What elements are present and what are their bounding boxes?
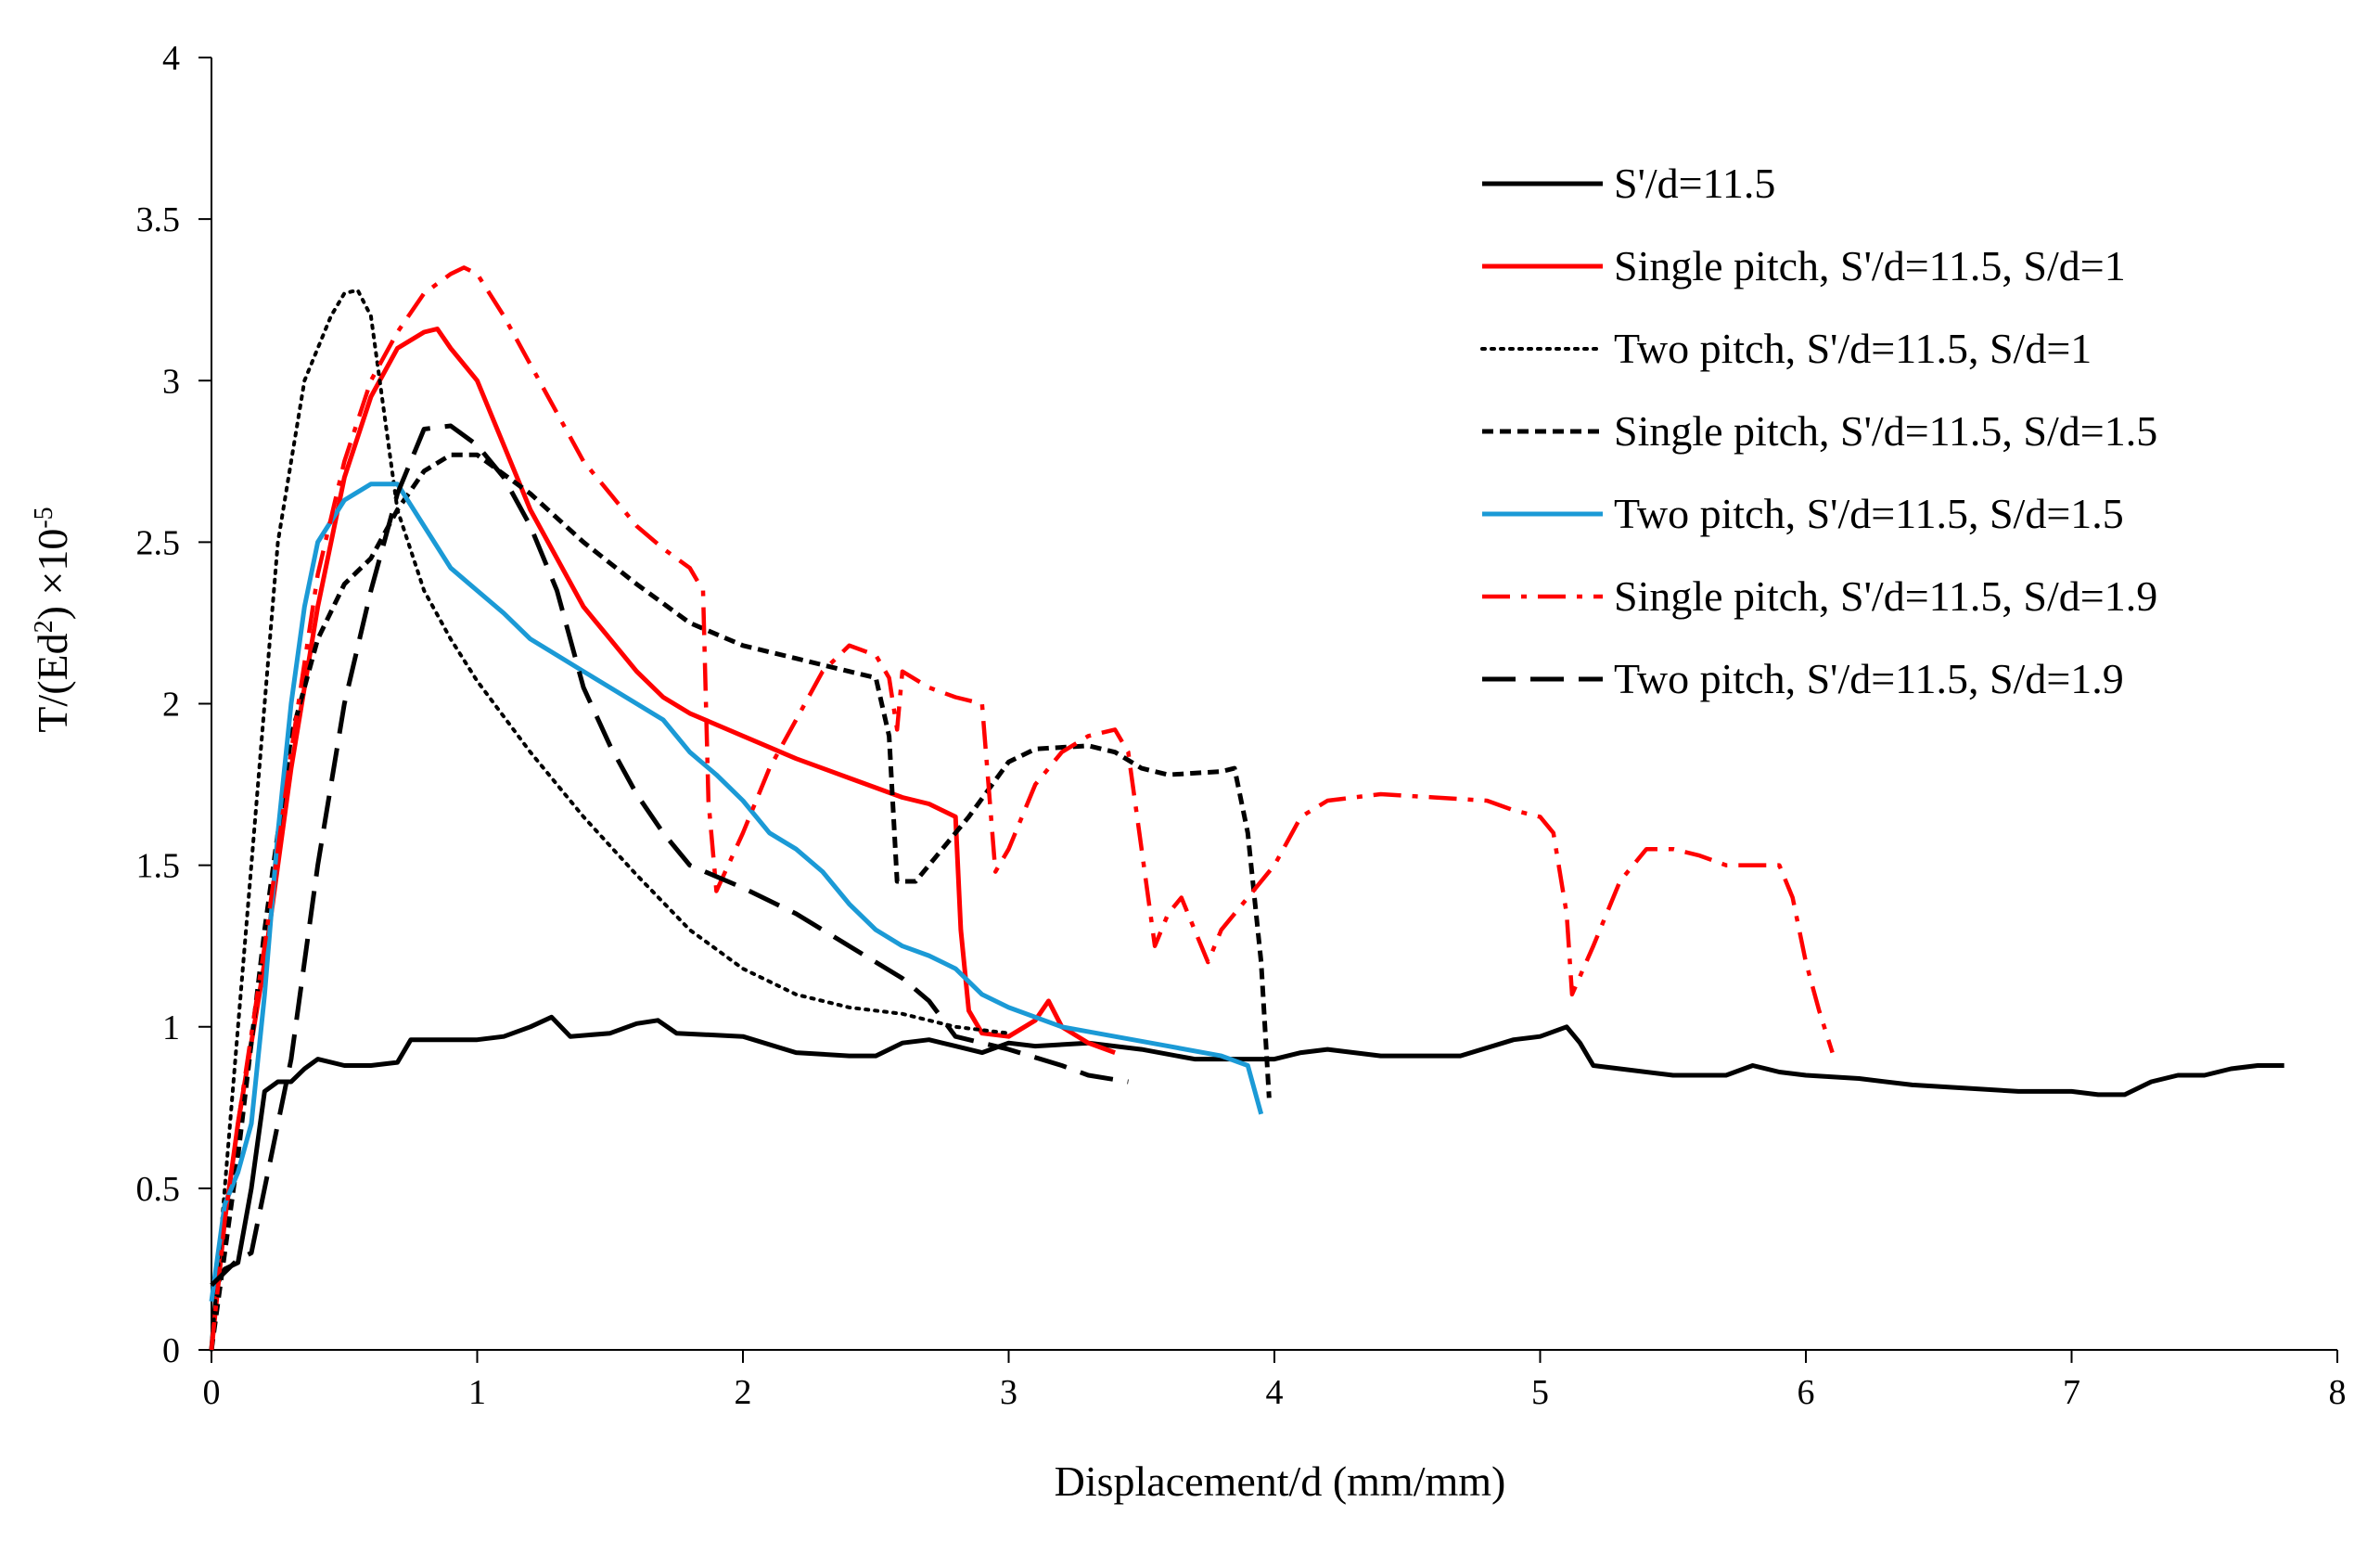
x-tick-label: 4 [1266,1373,1284,1412]
x-tick-label: 0 [203,1373,221,1412]
y-tick-label: 1.5 [136,847,181,886]
tick-labels: 0 1 2 3 4 5 6 7 8 0 0.5 1 1.5 2 2.5 3 3.5 4 [136,39,2347,1412]
y-tick-label: 4 [162,39,180,78]
legend: S'/d=11.5 Single pitch, S'/d=11.5, S/d=1 T… [1480,160,2157,702]
y-axis-title: T/(Ed2) ×10-5 [29,507,76,732]
series-line-1 [209,1014,2284,1351]
series-layer [209,265,2284,1352]
y-tick-label: 2.5 [136,523,181,562]
series-line-5 [209,482,1264,1303]
y-tick-label: 3 [162,362,180,401]
series-line-4 [209,452,1272,1351]
legend-label-4: Single pitch, S'/d=11.5, S/d=1.5 [1614,407,2157,455]
y-tick-label: 1 [162,1008,180,1047]
legend-label-6: Single pitch, S'/d=11.5, S/d=1.9 [1614,572,2157,620]
x-tick-label: 2 [735,1373,752,1412]
series-line-7 [210,423,1129,1288]
y-tick-label: 3.5 [136,200,181,239]
legend-label-2: Single pitch, S'/d=11.5, S/d=1 [1614,242,2126,289]
y-tick-label: 2 [162,686,180,725]
legend-label-1: S'/d=11.5 [1614,160,1775,207]
legend-label-7: Two pitch, S'/d=11.5, S/d=1.9 [1614,655,2124,702]
x-tick-label: 7 [2063,1373,2080,1412]
series-line-3 [210,288,1011,1352]
x-tick-label: 5 [1531,1373,1549,1412]
y-tick-label: 0.5 [136,1170,181,1209]
series-line-2 [209,327,1116,1351]
y-tick-label: 0 [162,1331,180,1370]
x-axis-title: Displacement/d (mm/mm) [1055,1458,1506,1505]
series-line-6 [209,265,1835,1351]
x-tick-label: 1 [468,1373,486,1412]
legend-label-5: Two pitch, S'/d=11.5, S/d=1.5 [1614,490,2124,537]
x-tick-label: 3 [1000,1373,1017,1412]
legend-label-3: Two pitch, S'/d=11.5, S/d=1 [1614,325,2092,372]
x-tick-label: 8 [2329,1373,2347,1412]
axes [198,57,2338,1363]
x-tick-label: 6 [1798,1373,1815,1412]
